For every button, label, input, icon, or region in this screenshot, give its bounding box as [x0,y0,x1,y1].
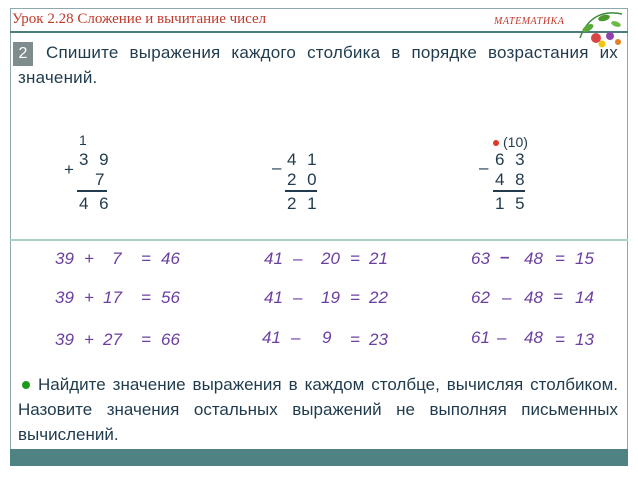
footer-bar [10,449,628,466]
math-logo-icon [579,12,623,48]
addend-top: 3 9 [79,150,112,169]
minuend: 6 3 [495,150,528,169]
difference-result: 1 5 [495,194,528,213]
bullet-icon [22,380,30,389]
task-text: Спишите выражения каждого столбика в пор… [18,43,618,87]
sum-line [77,190,107,192]
borrow-mark: (10) [503,134,528,150]
note-text: Найдите значение выражения в каждом стол… [18,375,618,444]
task-number-badge: 2 [13,42,33,66]
subject-label: МАТЕМАТИКА [494,16,565,27]
borrow-dot-icon [493,140,499,146]
difference-line [493,190,525,192]
minus-sign: – [272,158,285,177]
difference-line [285,190,317,192]
sum-result: 4 6 [79,194,112,213]
minus-sign: – [479,158,492,177]
minuend: 4 1 [287,150,320,169]
header-rule [10,31,628,33]
subtrahend: 2 0 [287,170,320,189]
instruction-note: Найдите значение выражения в каждом стол… [18,372,618,447]
carry-digit: 1 [79,132,90,148]
addend-bottom: 7 [95,170,108,189]
plus-sign: + [64,160,77,179]
subtrahend: 4 8 [495,170,528,189]
separator-line [10,239,628,241]
difference-result: 2 1 [287,194,320,213]
lesson-title: Урок 2.28 Сложение и вычитание чисел [12,11,267,27]
